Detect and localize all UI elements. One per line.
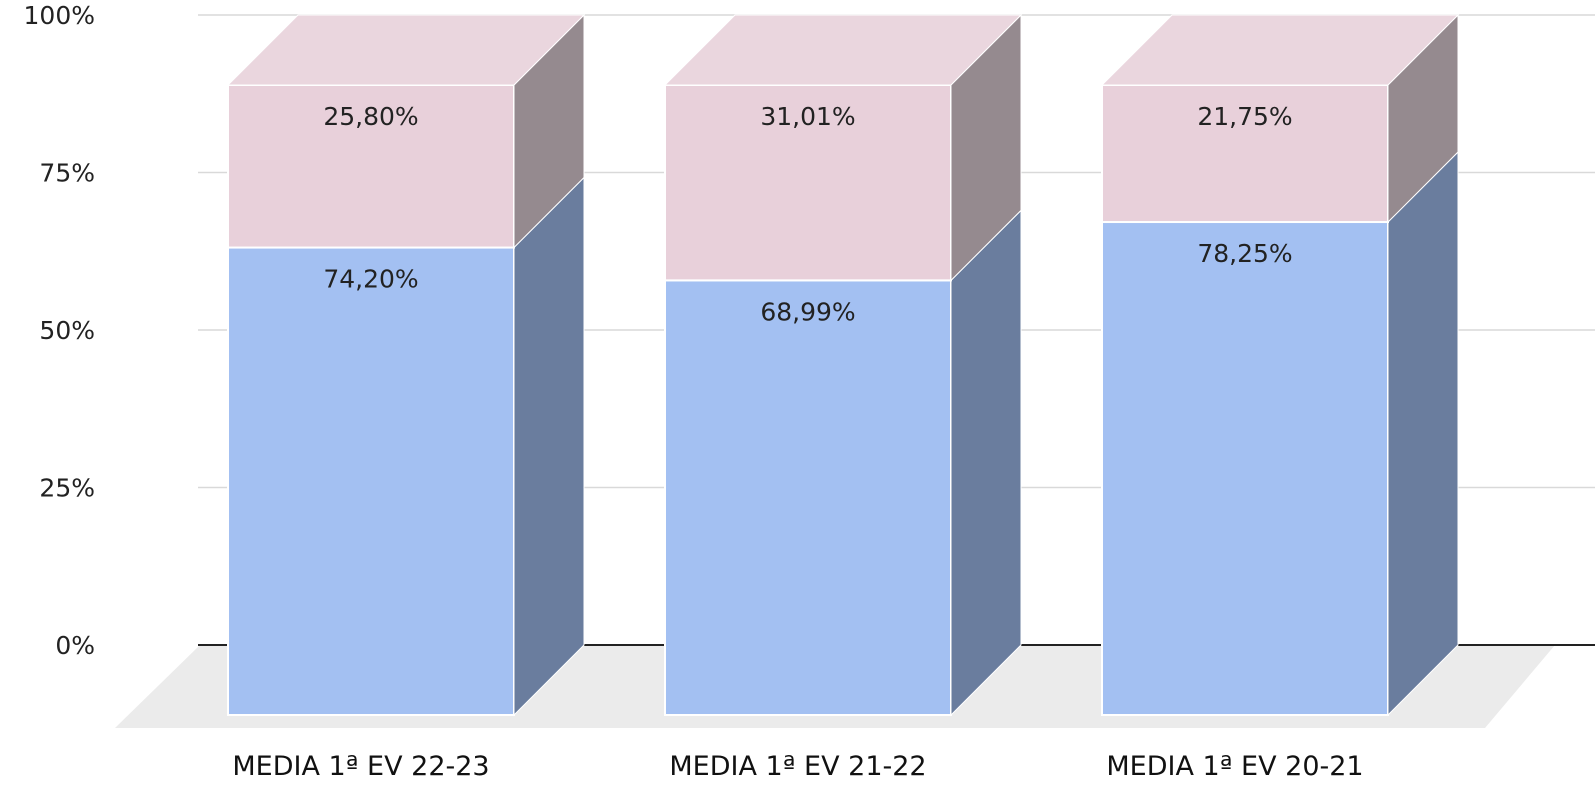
bar-top [1100, 14, 1460, 86]
bar-front [227, 246, 515, 716]
category-labels: MEDIA 1ª EV 22-23 MEDIA 1ª EV 21-22 MEDIA … [232, 751, 1363, 782]
data-label: 31,01% [760, 102, 855, 131]
data-label: 21,75% [1197, 102, 1292, 131]
bar-front [664, 84, 952, 282]
bar-top [226, 14, 586, 86]
bar-side [950, 209, 1022, 717]
y-tick-label: 0% [55, 631, 95, 660]
y-tick-label: 75% [39, 159, 95, 188]
category-label: MEDIA 1ª EV 22-23 [232, 751, 489, 782]
bar-front [1101, 221, 1389, 716]
data-label: 78,25% [1197, 239, 1292, 268]
bar-top [663, 14, 1023, 86]
data-label: 68,99% [760, 297, 855, 326]
y-tick-label: 50% [39, 316, 95, 345]
y-tick-label: 25% [39, 474, 95, 503]
data-label: 74,20% [323, 265, 418, 294]
y-axis-tick-labels: 0% 25% 50% 75% 100% [24, 1, 95, 660]
bar-side [513, 176, 585, 717]
data-label: 25,80% [323, 102, 418, 131]
data-labels: 74,20% 25,80% 68,99% 31,01% 78,25% 21,75% [323, 102, 1292, 326]
y-tick-label: 100% [24, 1, 95, 30]
category-label: MEDIA 1ª EV 20-21 [1106, 751, 1363, 782]
bar-side [1387, 150, 1459, 717]
category-label: MEDIA 1ª EV 21-22 [669, 751, 926, 782]
bars [226, 13, 1460, 717]
bar-front [664, 279, 952, 716]
